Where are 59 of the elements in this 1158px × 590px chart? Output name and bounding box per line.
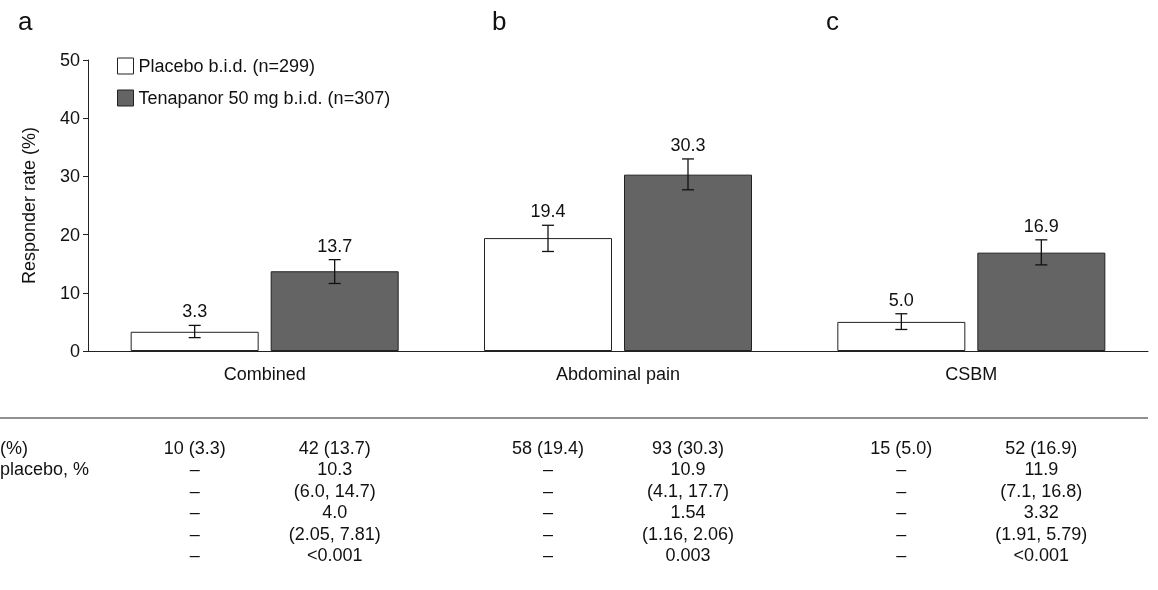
text: 10.9 [670, 459, 706, 480]
text: – [542, 523, 554, 544]
text: 10.3 [317, 459, 353, 480]
text: – [542, 502, 554, 523]
x-tick-label: Abdominal pain [555, 364, 681, 384]
y-tick-label: 10 [59, 282, 80, 303]
text: a [18, 6, 33, 36]
data-label: 3.3 [182, 301, 208, 322]
text: – [189, 459, 200, 480]
text: 58 (19.4) [511, 438, 585, 458]
y-tick-label: 30 [59, 166, 80, 187]
x-tick-label: CSBM [945, 364, 998, 384]
text: (1.91, 5.79) [995, 523, 1088, 544]
y-axis-title: Responder rate (%) [19, 126, 39, 285]
text: 4.0 [322, 502, 348, 523]
text: – [189, 523, 200, 544]
data-label: 5.0 [888, 289, 914, 310]
text: 11.9 [1024, 459, 1059, 480]
text: 1.54 [670, 502, 706, 523]
text: 3.32 [1023, 502, 1059, 523]
data-label: 13.7 [317, 235, 353, 256]
text: (6.0, 14.7) [293, 480, 376, 501]
text: (7.1, 16.8) [1000, 480, 1083, 501]
y-tick-label: 20 [59, 224, 80, 245]
text: – [542, 459, 554, 480]
data-label: 16.9 [1023, 215, 1059, 236]
text: <0.001 [1013, 545, 1070, 565]
y-tick-label: 50 [59, 50, 80, 70]
text: 10 (3.3) [163, 438, 226, 458]
data-label: 30.3 [670, 134, 706, 155]
text: – [896, 480, 907, 501]
text: (2.05, 7.81) [288, 523, 381, 544]
text: (1.16, 2.06) [641, 523, 735, 544]
text: – [896, 459, 907, 480]
text: placebo, % [0, 459, 90, 480]
text: – [896, 523, 907, 544]
text: 93 (30.3) [651, 438, 725, 458]
text: <0.001 [306, 545, 363, 565]
data-label: 19.4 [530, 201, 566, 222]
legend-label: Tenapanor 50 mg b.i.d. (n=307) [138, 88, 391, 108]
text: 15 (5.0) [870, 438, 933, 458]
text: 0.003 [665, 545, 711, 565]
legend-label: Placebo b.i.d. (n=299) [138, 56, 316, 76]
text: (%) [0, 438, 28, 458]
x-tick-label: Combined [223, 364, 306, 384]
y-tick-label: 40 [59, 108, 80, 129]
text: – [896, 545, 907, 565]
text: – [189, 545, 200, 565]
text: – [189, 502, 200, 523]
text: 42 (13.7) [298, 438, 371, 458]
text: – [189, 480, 200, 501]
text: – [896, 502, 907, 523]
text: (4.1, 17.7) [646, 480, 730, 501]
text: – [542, 480, 554, 501]
text: b [492, 6, 507, 36]
text: 52 (16.9) [1005, 438, 1078, 458]
y-tick-label: 0 [69, 341, 80, 361]
text: – [542, 545, 554, 565]
text: c [826, 6, 839, 36]
